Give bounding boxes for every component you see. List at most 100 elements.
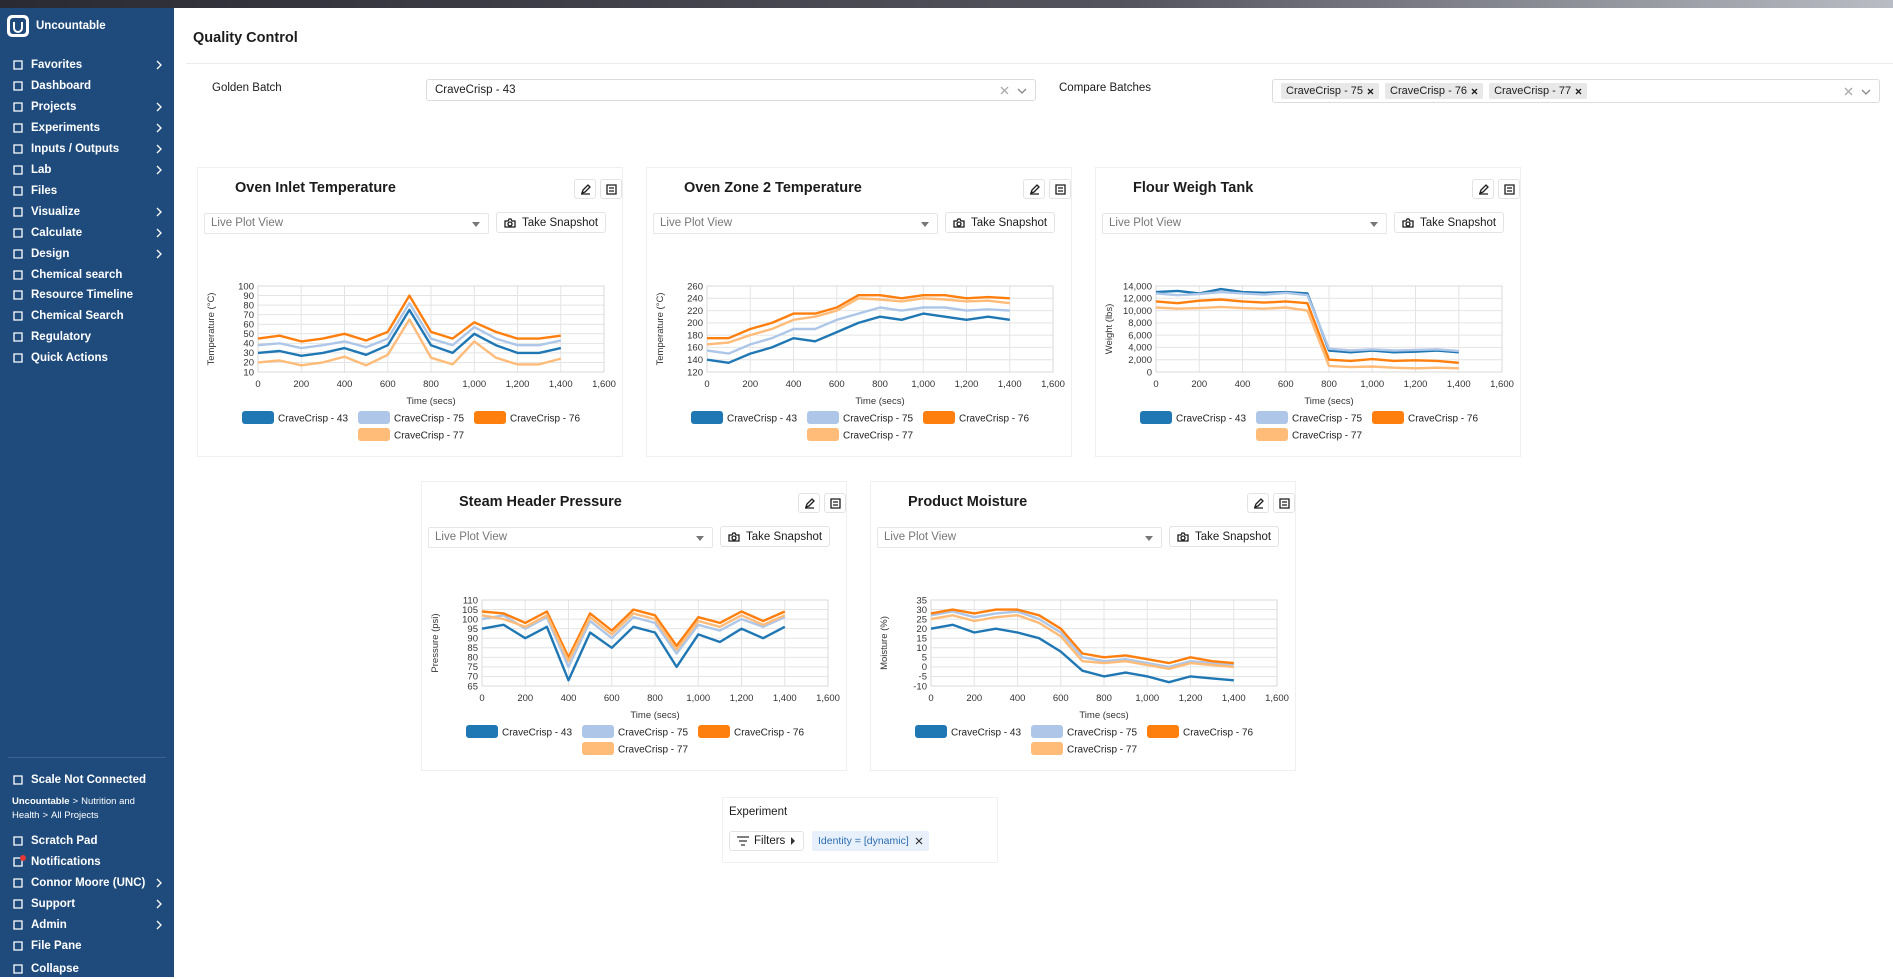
- nav-label: Dashboard: [31, 79, 92, 92]
- nav-item[interactable]: Notifications: [12, 852, 164, 872]
- filters-button[interactable]: Filters: [729, 831, 805, 851]
- view-select[interactable]: Live Plot View: [877, 527, 1162, 548]
- icon-shape: [13, 144, 23, 154]
- app-name: Uncountable: [36, 20, 106, 32]
- edit-button[interactable]: [1247, 493, 1269, 513]
- chart-title: Product Moisture: [908, 494, 1028, 510]
- breadcrumb-item[interactable]: Uncountable: [12, 796, 70, 807]
- export-button[interactable]: [600, 179, 622, 199]
- icon-shape: [13, 964, 23, 974]
- series-line: [930, 608, 1234, 665]
- legend-label: CraveCrisp - 77: [1292, 431, 1362, 442]
- view-select-value: Live Plot View: [660, 217, 733, 229]
- nav-label: File Pane: [31, 940, 82, 952]
- y-tick-label: 50: [243, 329, 254, 340]
- icon-shape: [156, 878, 162, 888]
- nav-item[interactable]: Visualize: [12, 202, 164, 222]
- x-tick-label: 1,200: [955, 379, 979, 390]
- icon-shape: [13, 123, 23, 133]
- nav-item[interactable]: Projects: [12, 97, 164, 117]
- y-tick-label: 12,000: [1123, 294, 1152, 305]
- nav-item[interactable]: Design: [12, 244, 164, 264]
- export-button[interactable]: [1273, 493, 1295, 513]
- export-button[interactable]: [1049, 179, 1071, 199]
- batch-chip[interactable]: CraveCrisp - 77: [1489, 83, 1588, 99]
- nav-item[interactable]: Chemical search: [12, 265, 164, 285]
- logo[interactable]: Uncountable: [6, 14, 106, 38]
- snapshot-button[interactable]: Take Snapshot: [496, 212, 607, 233]
- y-tick-label: 40: [243, 339, 254, 350]
- icon: [13, 269, 23, 280]
- y-tick-label: 85: [467, 643, 478, 654]
- nav-label: Scratch Pad: [31, 835, 98, 847]
- batch-chip[interactable]: CraveCrisp - 75: [1281, 83, 1380, 99]
- breadcrumb-item[interactable]: All Projects: [51, 810, 99, 821]
- nav-item[interactable]: Regulatory: [12, 327, 164, 347]
- nav-item[interactable]: Resource Timeline: [12, 285, 164, 305]
- nav-item[interactable]: Support: [12, 894, 164, 914]
- snapshot-button[interactable]: Take Snapshot: [1169, 526, 1280, 547]
- remove-icon[interactable]: [915, 837, 923, 845]
- y-tick-label: 20: [243, 358, 254, 369]
- edit-button[interactable]: [798, 493, 820, 513]
- x-tick-label: 800: [647, 693, 663, 704]
- edit-button[interactable]: [1023, 179, 1045, 199]
- caret-shape: [472, 222, 480, 227]
- icon-shape: [1471, 88, 1478, 94]
- view-select[interactable]: Live Plot View: [1102, 213, 1387, 234]
- nav-item[interactable]: Files: [12, 181, 164, 201]
- caret-shape: [921, 222, 929, 227]
- breadcrumb-item[interactable]: Nutrition and Health: [12, 796, 135, 821]
- breadcrumb-separator: >: [72, 796, 79, 807]
- golden-batch-select[interactable]: CraveCrisp - 43: [426, 79, 1036, 101]
- view-select[interactable]: Live Plot View: [204, 213, 489, 234]
- view-select[interactable]: Live Plot View: [428, 527, 713, 548]
- icon: [156, 60, 162, 70]
- nav-item[interactable]: Dashboard: [12, 76, 164, 96]
- view-select[interactable]: Live Plot View: [653, 213, 938, 234]
- icon-shape: [156, 123, 162, 133]
- batch-chip[interactable]: CraveCrisp - 76: [1385, 83, 1484, 99]
- x-tick-label: 600: [1053, 693, 1069, 704]
- filter-chip[interactable]: Identity = [dynamic]: [812, 831, 929, 851]
- snapshot-button[interactable]: Take Snapshot: [945, 212, 1056, 233]
- edit-button[interactable]: [1472, 179, 1494, 199]
- nav-item[interactable]: Calculate: [12, 223, 164, 243]
- icon: [1575, 88, 1582, 94]
- nav-item[interactable]: Scratch Pad: [12, 831, 164, 851]
- nav-item[interactable]: Experiments: [12, 118, 164, 138]
- filter-icon: [737, 836, 749, 846]
- nav-item[interactable]: Chemical Search: [12, 306, 164, 326]
- nav-item[interactable]: File Pane: [12, 936, 164, 956]
- x-tick-label: 1,000: [1360, 379, 1384, 390]
- snapshot-button[interactable]: Take Snapshot: [720, 526, 831, 547]
- export-button[interactable]: [824, 493, 846, 513]
- nav-label: Files: [31, 184, 58, 197]
- export-button[interactable]: [1498, 179, 1520, 199]
- nav-label: Collapse: [31, 963, 79, 975]
- nav-item[interactable]: Connor Moore (UNC): [12, 873, 164, 893]
- snapshot-button[interactable]: Take Snapshot: [1394, 212, 1505, 233]
- nav-item[interactable]: Inputs / Outputs: [12, 139, 164, 159]
- compare-batches-select[interactable]: CraveCrisp - 75 CraveCrisp - 76 CraveCrisp…: [1272, 79, 1880, 103]
- nav-item[interactable]: Collapse: [12, 959, 164, 979]
- icon: [13, 857, 23, 867]
- x-tick-label: 1,600: [1490, 379, 1514, 390]
- nav-item[interactable]: Lab: [12, 160, 164, 180]
- legend-label: CraveCrisp - 43: [1176, 414, 1246, 425]
- nav-item[interactable]: Favorites: [12, 55, 164, 75]
- chip-list: CraveCrisp - 75 CraveCrisp - 76 CraveCrisp…: [1281, 83, 1588, 99]
- x-tick-label: 1,400: [549, 379, 573, 390]
- y-tick-label: 4,000: [1128, 343, 1152, 354]
- icon-shape: [728, 531, 740, 542]
- edit-button[interactable]: [574, 179, 596, 199]
- y-axis-label: Pressure (psi): [430, 613, 441, 672]
- nav-item[interactable]: Scale Not Connected: [12, 770, 164, 790]
- y-tick-label: 10: [243, 367, 254, 378]
- nav-item[interactable]: Admin: [12, 915, 164, 935]
- filter-chip-label: Identity = [dynamic]: [818, 835, 909, 847]
- nav-item[interactable]: Quick Actions: [12, 348, 164, 368]
- nav-label: Admin: [31, 919, 67, 931]
- legend-swatch: [1256, 411, 1288, 424]
